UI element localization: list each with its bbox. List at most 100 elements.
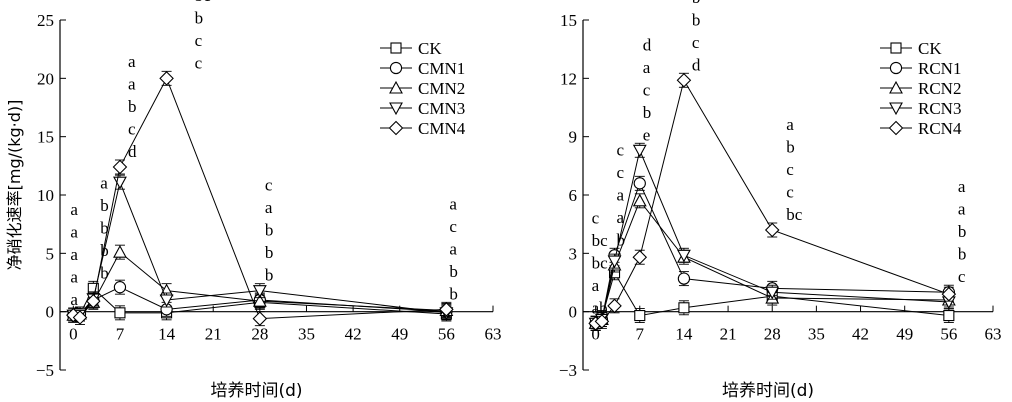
y-tick-label: 0 (569, 303, 578, 322)
significance-letter: a (643, 58, 651, 77)
significance-letter: b (617, 230, 626, 249)
legend-marker-rcn4 (888, 120, 904, 136)
legend-marker-rcn3 (889, 102, 903, 116)
data-point-cmn2 (113, 245, 127, 258)
data-point-rcn1 (633, 177, 646, 190)
x-tick-label: 21 (720, 325, 737, 344)
y-tick-label: 3 (569, 244, 578, 263)
data-point-cmn2 (252, 294, 267, 307)
significance-letter: a (70, 223, 78, 242)
significance-letter: b (692, 10, 701, 29)
significance-letter: c (592, 208, 600, 227)
legend-label-ck: CK (418, 39, 442, 58)
data-point-rcn4 (632, 249, 648, 265)
legend-label-rcn2: RCN2 (918, 79, 961, 98)
x-tick-label: 0 (69, 325, 78, 344)
y-tick-label: −3 (559, 361, 577, 380)
data-point-rcn3 (607, 255, 622, 269)
y-tick-label: 20 (37, 69, 54, 88)
x-tick-label: 42 (345, 325, 362, 344)
legend-label-cmn4: CMN4 (418, 119, 466, 138)
significance-letter: b (265, 243, 274, 262)
significance-letter: d (643, 35, 652, 54)
significance-letter: b (449, 284, 458, 303)
data-point-rcn3 (632, 144, 647, 158)
x-tick-label: 63 (485, 325, 502, 344)
legend-label-rcn3: RCN3 (918, 99, 961, 118)
significance-letter: bc (786, 205, 803, 224)
significance-letter: a (70, 268, 78, 287)
data-point-cmn1 (113, 281, 127, 294)
data-point-cmn3 (159, 294, 174, 308)
x-axis-label: 培养时间(d) (722, 381, 814, 401)
chart-panel-left: −5 0 5 10 15 20 25 0 7 14 21 28 35 42 49 56 63 培养时间(d) 净硝化… (5, 0, 502, 401)
y-tick-label: 15 (560, 11, 577, 30)
significance-letter: c (643, 80, 651, 99)
significance-letter: a (70, 200, 78, 219)
x-tick-label: 14 (675, 325, 693, 344)
y-tick-label: 10 (37, 186, 54, 205)
x-tick-label: 35 (808, 325, 825, 344)
data-point-cmn4 (439, 302, 454, 317)
significance-letter: b (265, 221, 274, 240)
x-tick-label: 7 (116, 325, 125, 344)
data-point-cmn4 (86, 293, 101, 309)
significance-letter: b (958, 245, 967, 264)
y-tick-label: 6 (569, 186, 578, 205)
significance-letter: a (958, 177, 966, 196)
legend-marker-cmn3 (389, 102, 403, 116)
legend-marker-cmn1 (389, 61, 403, 75)
significance-letter: b (128, 97, 137, 116)
significance-letter: a (100, 173, 108, 192)
significance-letter: bc (592, 231, 609, 250)
significance-letter: b (958, 222, 967, 241)
significance-letter: a (70, 245, 78, 264)
data-point-rcn4 (676, 72, 692, 88)
significance-letter: a (617, 185, 625, 204)
x-tick-label: 56 (438, 325, 455, 344)
significance-letter: b (195, 8, 204, 27)
significance-letter: c (958, 267, 966, 286)
x-tick-label: 56 (940, 325, 957, 344)
data-point-cmn4 (252, 311, 268, 326)
significance-letter: b (100, 196, 109, 215)
x-tick-label: 49 (896, 325, 913, 344)
data-point-ck (114, 307, 126, 319)
x-tick-label: 28 (251, 325, 268, 344)
data-point-rcn4 (941, 286, 957, 302)
significance-letter: ab (592, 298, 608, 317)
legend-label-rcn4: RCN4 (918, 119, 962, 138)
data-point-rcn1 (677, 272, 691, 285)
data-point-rcn4 (607, 298, 622, 314)
significance-letter: c (617, 163, 625, 182)
significance-letter: c (449, 217, 457, 236)
significance-letter: d (692, 55, 701, 74)
data-point-ck (943, 310, 955, 322)
y-tick-label: 0 (46, 303, 55, 322)
significance-letter: c (617, 140, 625, 159)
significance-letter: a (128, 52, 136, 71)
x-tick-label: 28 (764, 325, 781, 344)
x-axis-label: 培养时间(d) (210, 381, 302, 401)
significance-letter: c (195, 53, 203, 72)
y-tick-label: 12 (560, 69, 577, 88)
data-point-cmn3 (252, 285, 267, 298)
significance-letter: b (643, 103, 652, 122)
y-tick-label: 25 (37, 11, 54, 30)
data-point-rcn3 (765, 286, 780, 300)
significance-letter: bc (592, 253, 609, 272)
significance-letter: c (195, 31, 203, 50)
significance-letter: c (128, 120, 136, 139)
legend-marker-rcn1 (889, 61, 903, 75)
significance-letter: a (617, 208, 625, 227)
y-axis-label: 净硝化速率[mg/(kg·d)] (5, 100, 24, 271)
legend-label-rcn1: RCN1 (918, 59, 961, 78)
significance-letter: a (958, 200, 966, 219)
legend-marker-cmn2 (389, 80, 403, 94)
legend-label-cmn2: CMN2 (418, 79, 465, 98)
data-point-rcn4 (594, 314, 610, 329)
x-tick-label: 0 (591, 325, 600, 344)
significance-letter: bc (195, 0, 212, 5)
